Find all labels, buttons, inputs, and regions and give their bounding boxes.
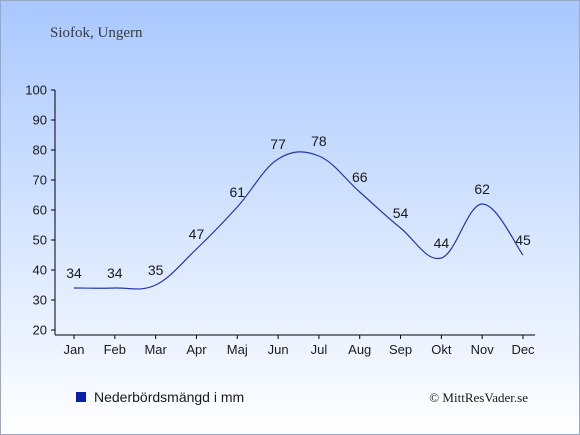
- y-tick-label: 80: [33, 143, 47, 158]
- x-tick-label: Dec: [511, 342, 535, 357]
- x-tick-label: Jul: [311, 342, 328, 357]
- x-tick-label: Jan: [64, 342, 85, 357]
- y-tick-label: 40: [33, 263, 47, 278]
- data-label: 44: [434, 235, 450, 251]
- x-tick-label: Apr: [186, 342, 207, 357]
- legend-swatch: [76, 392, 86, 402]
- y-tick-label: 90: [33, 113, 47, 128]
- data-label: 45: [515, 232, 531, 248]
- x-tick-label: Aug: [348, 342, 371, 357]
- x-tick-label: Maj: [227, 342, 248, 357]
- data-labels: 34 34 35 47 61 77 78 66 54 44 62 45: [66, 133, 531, 281]
- y-axis-ticks: 20 30 40 50 60 70 80 90 100: [25, 83, 55, 338]
- x-tick-label: Mar: [144, 342, 167, 357]
- location-title: Siofok, Ungern: [50, 25, 143, 41]
- data-label: 34: [66, 265, 82, 281]
- x-tick-label: Jun: [268, 342, 289, 357]
- data-label: 54: [393, 205, 409, 221]
- x-axis-ticks: Jan Feb Mar Apr Maj Jun Jul Aug Sep Okt Nov Dec: [64, 335, 535, 357]
- data-label: 66: [352, 169, 368, 185]
- y-tick-label: 30: [33, 293, 47, 308]
- y-tick-label: 20: [33, 323, 47, 338]
- x-tick-label: Feb: [104, 342, 126, 357]
- y-tick-label: 100: [25, 83, 47, 98]
- x-tick-label: Sep: [389, 342, 412, 357]
- axes: [54, 90, 535, 336]
- y-tick-label: 60: [33, 203, 47, 218]
- data-label: 47: [189, 226, 205, 242]
- y-tick-label: 70: [33, 173, 47, 188]
- data-label: 62: [474, 181, 490, 197]
- data-label: 78: [311, 133, 327, 149]
- data-label: 77: [270, 136, 286, 152]
- x-tick-label: Nov: [471, 342, 495, 357]
- y-tick-label: 50: [33, 233, 47, 248]
- data-label: 34: [107, 265, 123, 281]
- series-line: [73, 151, 524, 290]
- data-label: 35: [148, 262, 164, 278]
- legend-label: Nederbördsmängd i mm: [94, 389, 244, 405]
- credit-text: © MittResVader.se: [429, 390, 528, 405]
- series-line-group: [73, 151, 524, 290]
- x-tick-label: Okt: [431, 342, 452, 357]
- data-label: 61: [229, 184, 245, 200]
